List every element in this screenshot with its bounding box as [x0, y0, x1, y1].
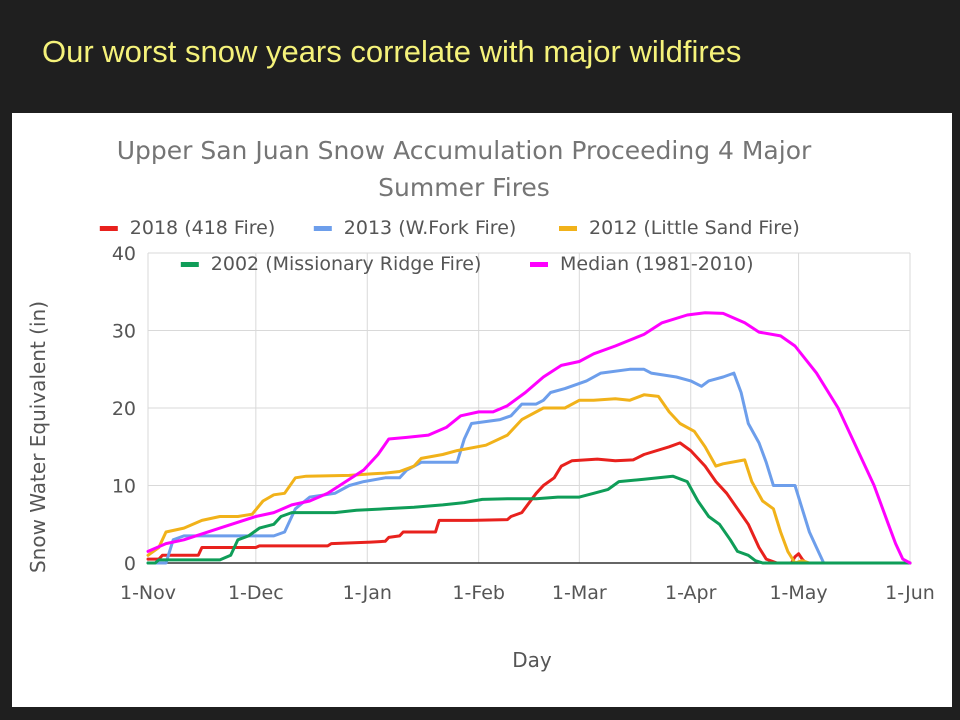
series-line [146, 311, 912, 565]
series-line [146, 367, 912, 565]
chart-legend: 2018 (418 Fire) 2013 (W.Fork Fire) 2012 (L… [99, 217, 800, 275]
y-tick-label: 0 [124, 553, 136, 575]
legend-swatch [313, 226, 332, 231]
legend-label: 2002 (Missionary Ridge Fire) [211, 253, 482, 275]
y-tick-label: 30 [112, 321, 136, 343]
x-tick-label: 1-May [769, 582, 827, 604]
legend-label: Median (1981-2010) [560, 253, 754, 275]
chart-panel: 1-Nov 1-Dec 1-Jan 1-Feb 1-Mar 1-Apr 1-May 1-Jun… [12, 113, 952, 707]
legend-label: 2018 (418 Fire) [130, 217, 275, 239]
legend-swatch [99, 226, 118, 231]
series-line [146, 441, 912, 565]
y-tick-label: 20 [112, 398, 136, 420]
x-tick-label: 1-Mar [552, 582, 607, 604]
snow-chart: 1-Nov 1-Dec 1-Jan 1-Feb 1-Mar 1-Apr 1-May 1-Jun… [26, 136, 935, 672]
x-tick-label: 1-Dec [228, 582, 284, 604]
series-line [146, 474, 912, 565]
x-tick-label: 1-Feb [452, 582, 505, 604]
chart-title-line-2: Summer Fires [378, 173, 550, 202]
legend-swatch [530, 262, 548, 267]
x-tick-label: 1-Jun [885, 582, 935, 604]
x-tick-label: 1-Nov [120, 582, 176, 604]
legend-label: 2012 (Little Sand Fire) [589, 217, 800, 239]
chart-grid [147, 252, 911, 563]
slide-title: Our worst snow years correlate with majo… [42, 34, 742, 69]
legend-swatch [559, 226, 577, 231]
x-axis: 1-Nov 1-Dec 1-Jan 1-Feb 1-Mar 1-Apr 1-May 1-Jun [120, 562, 935, 604]
y-tick-label: 10 [112, 476, 136, 498]
chart-series [146, 311, 912, 565]
legend-swatch [180, 262, 199, 267]
legend-label: 2013 (W.Fork Fire) [344, 217, 517, 239]
y-tick-label: 40 [112, 243, 136, 265]
y-axis: 0 10 20 30 40 [112, 243, 136, 575]
chart-title-line-1: Upper San Juan Snow Accumulation Proceed… [117, 136, 812, 165]
x-tick-label: 1-Jan [343, 582, 392, 604]
x-axis-title: Day [512, 648, 552, 672]
x-tick-label: 1-Apr [665, 582, 717, 604]
y-axis-title: Snow Water Equivalent (in) [26, 301, 50, 573]
series-line [146, 393, 912, 565]
